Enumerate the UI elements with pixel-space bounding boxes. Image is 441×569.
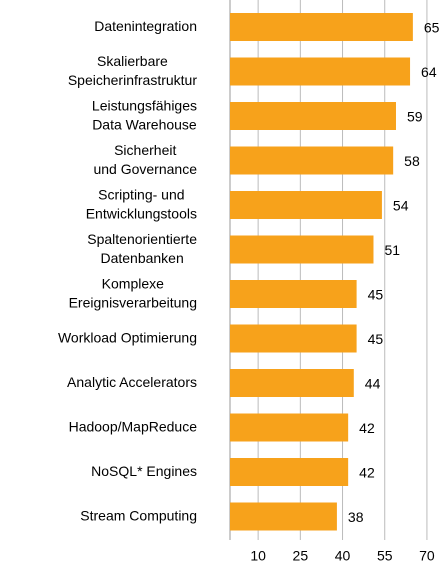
value-label: 45 bbox=[368, 331, 384, 347]
value-label: 64 bbox=[421, 64, 437, 80]
bar bbox=[230, 146, 394, 175]
y-tick-label: Stream Computing bbox=[80, 507, 197, 523]
x-tick-label: 70 bbox=[419, 548, 435, 564]
y-tick-label: Datenintegration bbox=[94, 18, 197, 34]
value-label: 54 bbox=[393, 198, 409, 214]
value-label: 65 bbox=[424, 20, 440, 36]
value-label: 42 bbox=[359, 420, 375, 436]
bar bbox=[230, 369, 354, 397]
value-label: 45 bbox=[368, 287, 384, 303]
bar bbox=[230, 280, 357, 308]
bar bbox=[230, 57, 411, 86]
y-tick-label: Hadoop/MapReduce bbox=[69, 418, 198, 434]
x-tick-label: 10 bbox=[250, 548, 266, 564]
y-tick-label: Komplexe Ereignisverarbeitung bbox=[69, 275, 197, 310]
x-tick-label: 55 bbox=[377, 548, 393, 564]
y-tick-label: Skalierbare Speicherinfrastruktur bbox=[68, 53, 198, 88]
y-tick-label: Workload Optimierung bbox=[58, 329, 197, 345]
value-label: 59 bbox=[407, 109, 423, 125]
value-label: 58 bbox=[404, 153, 420, 169]
x-tick-label: 40 bbox=[335, 548, 351, 564]
bar bbox=[230, 235, 374, 264]
value-label: 51 bbox=[384, 242, 400, 258]
bar bbox=[230, 502, 337, 531]
bar bbox=[230, 13, 413, 41]
bar bbox=[230, 102, 396, 130]
y-tick-label: Sicherheit und Governance bbox=[93, 142, 197, 177]
bar bbox=[230, 324, 357, 353]
x-tick-label: 25 bbox=[293, 548, 309, 564]
y-tick-label: NoSQL* Engines bbox=[91, 463, 197, 479]
bar bbox=[230, 191, 382, 219]
value-label: 44 bbox=[365, 376, 381, 392]
value-label: 42 bbox=[359, 465, 375, 481]
y-tick-label: Analytic Accelerators bbox=[67, 374, 197, 390]
bar bbox=[230, 458, 349, 486]
y-tick-label: Leistungsfähiges Data Warehouse bbox=[92, 97, 197, 132]
y-tick-label: Spaltenorientierte Datenbanken bbox=[87, 231, 197, 266]
y-tick-label: Scripting- und Entwicklungstools bbox=[86, 186, 197, 221]
value-label: 38 bbox=[348, 509, 364, 525]
bar bbox=[230, 413, 349, 442]
